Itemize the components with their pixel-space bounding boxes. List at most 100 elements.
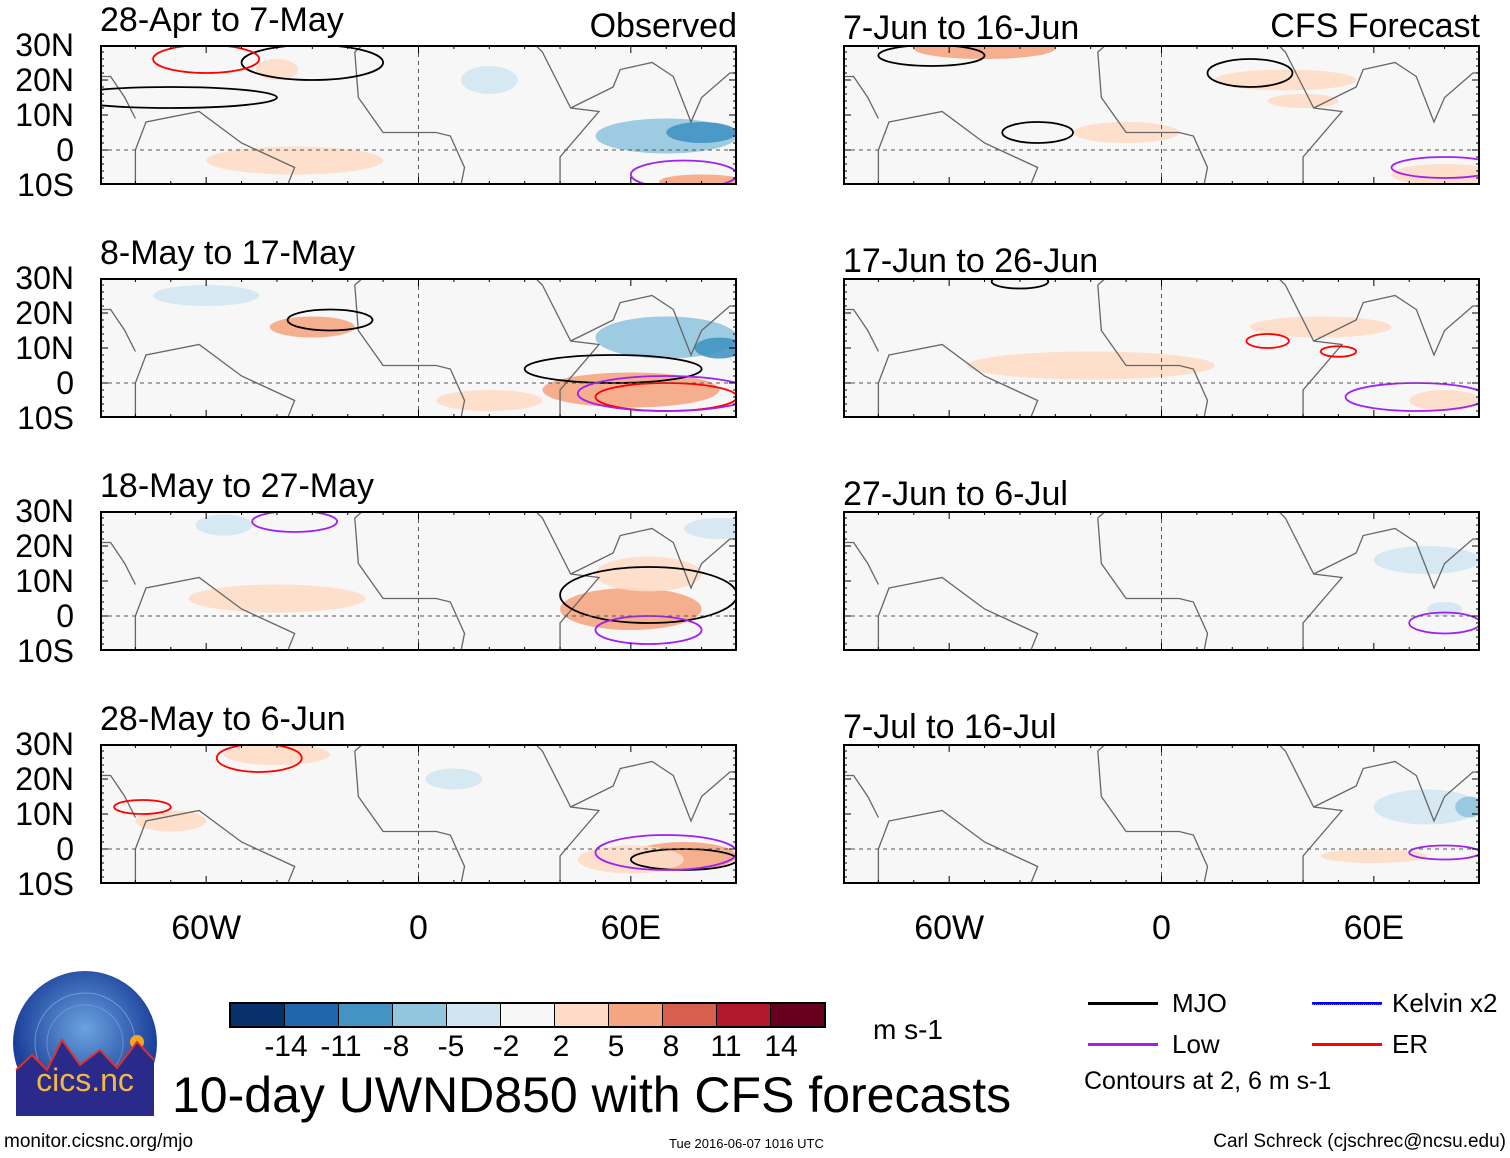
coastline bbox=[354, 45, 601, 185]
anomaly-shading bbox=[1409, 390, 1480, 411]
coastline bbox=[1097, 517, 1209, 651]
map-plot bbox=[843, 511, 1480, 651]
lon-tick-label: 60W bbox=[914, 909, 985, 947]
lon-tick-label: 0 bbox=[1152, 909, 1171, 947]
colorbar-label: 8 bbox=[662, 1030, 680, 1063]
wave-contour bbox=[1319, 345, 1358, 358]
anomaly-shading bbox=[1391, 164, 1480, 185]
wave-contour bbox=[1390, 156, 1480, 179]
coastline bbox=[354, 511, 601, 651]
lat-tick-label: 20N bbox=[15, 295, 74, 331]
legend-er-label: ER bbox=[1392, 1029, 1429, 1059]
colorbar-units: m s-1 bbox=[873, 1014, 943, 1045]
coastline bbox=[1097, 511, 1344, 651]
coastline bbox=[100, 774, 136, 818]
lat-tick-label: 10N bbox=[15, 97, 74, 133]
figure-title: 10-day UWND850 with CFS forecasts bbox=[172, 1067, 1012, 1123]
wave-contour bbox=[113, 799, 172, 815]
coastline bbox=[1097, 278, 1344, 418]
lat-tick-label: 0 bbox=[56, 365, 74, 401]
coastline bbox=[1313, 61, 1480, 124]
coastline bbox=[1097, 51, 1209, 185]
coastline bbox=[1097, 45, 1344, 185]
lat-tick-label: 30N bbox=[15, 260, 74, 296]
footer-author: Carl Schreck (cjschrec@ncsu.edu) bbox=[1213, 1131, 1506, 1152]
coastline bbox=[354, 51, 466, 185]
colorbar bbox=[229, 1002, 826, 1028]
anomaly-shading bbox=[1249, 316, 1392, 338]
lat-tick-label: 10S bbox=[17, 167, 74, 203]
anomaly-shading bbox=[560, 588, 702, 630]
coastline bbox=[570, 61, 737, 124]
map-plot bbox=[843, 45, 1480, 185]
wave-contour bbox=[251, 511, 338, 533]
colorbar-swatch bbox=[285, 1004, 339, 1026]
colorbar-swatch bbox=[339, 1004, 393, 1026]
map-panel bbox=[843, 278, 1480, 418]
cicsnc-logo: cics.nc bbox=[12, 970, 158, 1116]
anomaly-shading bbox=[153, 285, 260, 306]
panel-title: 7-Jul to 16-Jul bbox=[843, 708, 1057, 746]
colorbar-label: 14 bbox=[764, 1030, 798, 1063]
colorbar-label: 2 bbox=[552, 1030, 570, 1063]
anomaly-shading bbox=[666, 122, 737, 143]
wave-contour bbox=[629, 159, 737, 185]
coastline bbox=[1097, 744, 1344, 884]
lat-tick-label: 10S bbox=[17, 633, 74, 669]
colorbar-swatch bbox=[663, 1004, 717, 1026]
coastline bbox=[570, 760, 737, 823]
anomaly-shading bbox=[1455, 796, 1480, 818]
wave-contour bbox=[215, 744, 303, 773]
lat-tick-label: 0 bbox=[56, 831, 74, 867]
footer-url[interactable]: monitor.cicsnc.org/mjo bbox=[4, 1131, 194, 1152]
coastline bbox=[843, 75, 879, 119]
map-panel bbox=[843, 744, 1480, 884]
lat-tick-label: 30N bbox=[15, 27, 74, 63]
coastline bbox=[100, 541, 136, 585]
anomaly-shading bbox=[460, 66, 518, 94]
legend-kelvin-label: Kelvin x2 bbox=[1392, 988, 1498, 1018]
anomaly-shading bbox=[436, 390, 543, 411]
wave-contour bbox=[286, 308, 374, 332]
panel-title: 28-May to 6-Jun bbox=[100, 700, 346, 738]
wave-contour bbox=[100, 86, 278, 109]
anomaly-shading bbox=[188, 584, 366, 613]
colorbar-swatch bbox=[609, 1004, 663, 1026]
coastline bbox=[354, 750, 466, 884]
wave-contour bbox=[594, 615, 703, 645]
map-panel bbox=[843, 45, 1480, 185]
colorbar-swatch bbox=[231, 1004, 285, 1026]
colorbar-swatch bbox=[555, 1004, 609, 1026]
wave-contour bbox=[1206, 58, 1294, 88]
lat-tick-label: 20N bbox=[15, 761, 74, 797]
contour-note: Contours at 2, 6 m s-1 bbox=[1084, 1067, 1332, 1095]
coastline bbox=[354, 284, 466, 418]
anomaly-shading bbox=[206, 146, 384, 175]
legend-mjo-line bbox=[1088, 1002, 1158, 1005]
colorbar-swatch bbox=[393, 1004, 447, 1026]
lat-tick-label: 30N bbox=[15, 726, 74, 762]
anomaly-shading bbox=[425, 768, 483, 790]
anomaly-shading bbox=[542, 372, 720, 408]
legend-mjo-label: MJO bbox=[1172, 988, 1227, 1018]
lat-tick-label: 30N bbox=[15, 493, 74, 529]
panel-title: 8-May to 17-May bbox=[100, 234, 356, 272]
anomaly-shading bbox=[966, 351, 1215, 380]
coastline bbox=[1313, 760, 1480, 823]
map-plot bbox=[100, 744, 737, 884]
wave-contour bbox=[240, 45, 384, 81]
map-panel bbox=[100, 278, 737, 418]
logo-text: cics.nc bbox=[36, 1062, 134, 1098]
lat-tick-label: 10N bbox=[15, 563, 74, 599]
coastline bbox=[1313, 294, 1480, 357]
anomaly-shading bbox=[694, 337, 737, 359]
lat-tick-label: 10S bbox=[17, 866, 74, 902]
panel-title: 27-Jun to 6-Jul bbox=[843, 475, 1068, 513]
legend-er-line bbox=[1312, 1043, 1382, 1046]
colorbar-label: 5 bbox=[607, 1030, 625, 1063]
anomaly-shading bbox=[1373, 546, 1480, 574]
wave-contour bbox=[152, 45, 261, 74]
colorbar-label: -2 bbox=[492, 1030, 520, 1063]
panel-title: 17-Jun to 26-Jun bbox=[843, 242, 1099, 280]
